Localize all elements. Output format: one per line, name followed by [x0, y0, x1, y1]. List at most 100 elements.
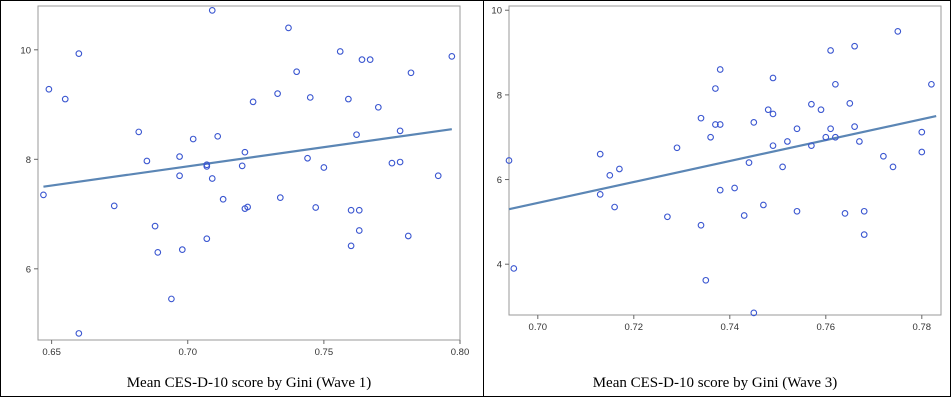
data-point: [827, 125, 834, 133]
x-tick-label: 0.72: [625, 322, 644, 333]
data-point: [510, 265, 518, 272]
data-point: [750, 119, 758, 126]
fit-line-wave-1: [43, 128, 452, 188]
data-point: [154, 249, 162, 256]
data-point: [135, 128, 143, 136]
data-point: [606, 171, 614, 179]
data-point: [596, 191, 604, 198]
data-point: [760, 201, 767, 209]
fit-line-wave-3: [508, 114, 937, 211]
data-point: [151, 222, 159, 230]
data-point: [822, 133, 830, 141]
x-tick-label: 0.70: [529, 322, 548, 333]
data-point: [808, 100, 815, 108]
x-tick-label: 0.65: [42, 347, 61, 358]
y-tick-label: 10: [20, 45, 31, 56]
axes-wave-3: 0.70 0.72 0.74 0.76 0.78 4 6 8 10: [491, 6, 931, 333]
data-point: [611, 203, 618, 211]
data-point: [214, 132, 222, 140]
x-tick-label: 0.75: [315, 347, 334, 358]
data-point: [731, 184, 738, 192]
data-point: [697, 114, 705, 122]
data-point: [176, 153, 183, 160]
data-point: [366, 56, 374, 64]
panel-wave-3: 0.70 0.72 0.74 0.76 0.78 4 6 8 10 Mean CES-D-10 …: [491, 5, 942, 391]
data-point: [358, 56, 366, 64]
data-point: [707, 133, 714, 141]
data-point: [846, 100, 854, 107]
data-point: [832, 133, 839, 141]
data-point: [769, 142, 777, 150]
scatter-points-wave-1: [40, 7, 456, 337]
data-point: [817, 106, 825, 114]
data-point: [769, 74, 777, 82]
data-point: [851, 123, 858, 130]
data-point: [320, 164, 328, 171]
data-point: [293, 68, 300, 76]
data-point: [851, 42, 858, 50]
x-tick-label: 0.76: [817, 322, 836, 333]
data-point: [779, 163, 786, 171]
data-point: [241, 148, 249, 156]
caption-wave-1: Mean CES-D-10 score by Gini (Wave 1): [127, 375, 372, 391]
data-point: [45, 85, 53, 93]
data-point: [448, 53, 456, 60]
data-point: [434, 172, 442, 180]
axes-wave-1: 0.65 0.70 0.75 0.80 6 8 10: [20, 45, 469, 358]
data-point: [336, 48, 344, 55]
data-point: [856, 138, 863, 145]
data-point: [110, 202, 118, 210]
data-point: [750, 309, 758, 317]
data-point: [347, 206, 355, 214]
data-point: [841, 210, 849, 217]
data-point: [808, 142, 815, 150]
data-point: [793, 125, 801, 133]
data-point: [355, 206, 363, 214]
data-point: [616, 165, 623, 173]
data-point: [353, 131, 360, 139]
x-tick-label: 0.70: [178, 347, 197, 358]
data-point: [40, 191, 47, 199]
data-point: [880, 152, 887, 160]
data-point: [219, 195, 227, 203]
data-point: [894, 28, 902, 35]
scatter-points-wave-3: [505, 28, 935, 317]
data-point: [702, 276, 710, 284]
y-tick-label: 8: [497, 90, 502, 101]
data-point: [928, 80, 935, 88]
data-point: [61, 95, 69, 103]
data-point: [505, 157, 513, 164]
data-point: [238, 162, 246, 170]
x-tick-label: 0.80: [451, 347, 470, 358]
y-tick-label: 8: [26, 155, 31, 166]
data-point: [276, 194, 284, 201]
data-point: [712, 121, 719, 128]
data-point: [312, 204, 320, 211]
data-point: [740, 212, 748, 219]
y-tick-label: 10: [491, 6, 502, 17]
x-tick-label: 0.78: [913, 322, 932, 333]
data-point: [396, 127, 404, 135]
data-point: [189, 135, 197, 143]
data-point: [697, 221, 705, 229]
data-point: [75, 330, 83, 337]
data-point: [404, 232, 412, 240]
data-point: [716, 186, 724, 194]
caption-wave-3: Mean CES-D-10 score by Gini (Wave 3): [593, 375, 838, 391]
data-point: [769, 110, 777, 118]
data-point: [764, 106, 772, 114]
data-point: [793, 207, 801, 215]
data-point: [249, 98, 257, 106]
data-point: [860, 207, 868, 215]
y-tick-label: 6: [26, 264, 31, 275]
data-point: [285, 24, 292, 32]
panel-wave-1: 0.65 0.70 0.75 0.80 6 8 10 Mean CES-D-10 score…: [20, 5, 469, 391]
y-tick-label: 4: [497, 260, 502, 271]
plot-area-wave-1: [37, 5, 461, 341]
data-point: [208, 175, 216, 182]
data-point: [918, 148, 926, 156]
data-point: [176, 172, 183, 180]
data-point: [396, 158, 404, 166]
data-point: [208, 7, 216, 14]
y-tick-label: 6: [497, 175, 502, 186]
